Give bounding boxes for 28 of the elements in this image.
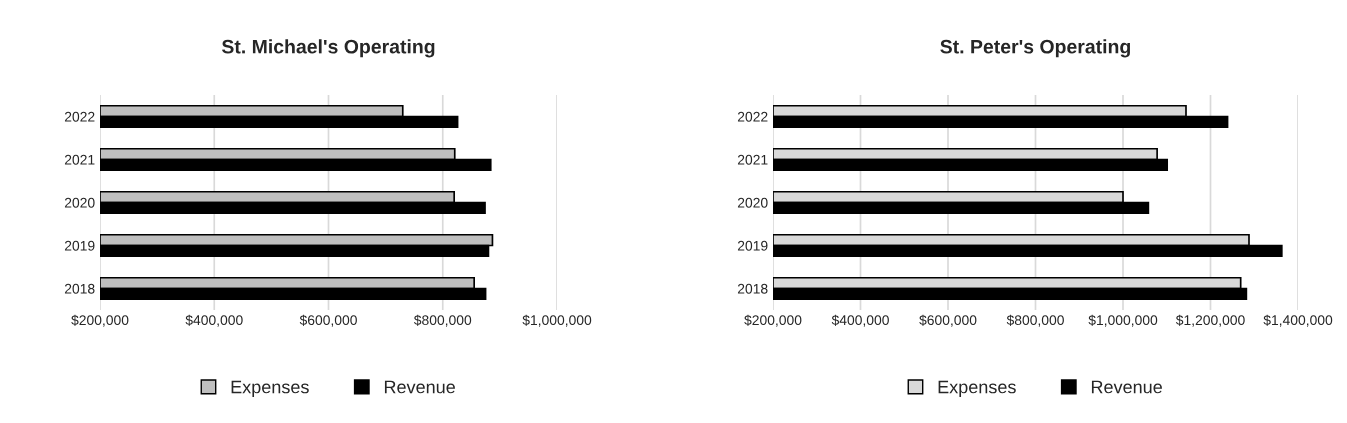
- y-tick-label: 2022: [64, 111, 95, 122]
- legend-label: Revenue: [1091, 380, 1162, 394]
- chart-title: St. Michael's Operating: [221, 39, 435, 58]
- y-tick-label: 2019: [64, 240, 95, 251]
- x-tick-label: $200,000: [71, 314, 129, 327]
- legend-label: Expenses: [938, 380, 1016, 397]
- x-tick-label: $1,400,000: [1263, 314, 1333, 327]
- x-tick-label: $600,000: [919, 314, 977, 327]
- x-tick-label: $400,000: [831, 314, 889, 327]
- y-tick-label: 2021: [64, 154, 95, 165]
- x-tick-label: $1,000,000: [522, 314, 592, 327]
- x-tick-label: $200,000: [744, 314, 802, 327]
- y-tick-label: 2022: [737, 111, 768, 122]
- x-tick-label: $1,000,000: [1088, 314, 1158, 327]
- x-tick-label: $1,200,000: [1175, 314, 1245, 327]
- legend-label: Expenses: [231, 380, 309, 397]
- x-tick-label: $800,000: [1006, 314, 1064, 327]
- legend-label: Revenue: [384, 380, 455, 394]
- x-tick-label: $800,000: [413, 314, 472, 327]
- chart-title: St. Peter's Operating: [940, 39, 1130, 58]
- y-tick-label: 2018: [737, 283, 768, 294]
- y-tick-label: 2021: [737, 154, 768, 165]
- y-tick-label: 2020: [737, 197, 768, 208]
- x-tick-label: $400,000: [185, 314, 243, 327]
- y-tick-label: 2020: [64, 197, 95, 208]
- y-tick-label: 2018: [64, 283, 95, 294]
- y-tick-label: 2019: [737, 240, 768, 251]
- x-tick-label: $600,000: [299, 314, 357, 327]
